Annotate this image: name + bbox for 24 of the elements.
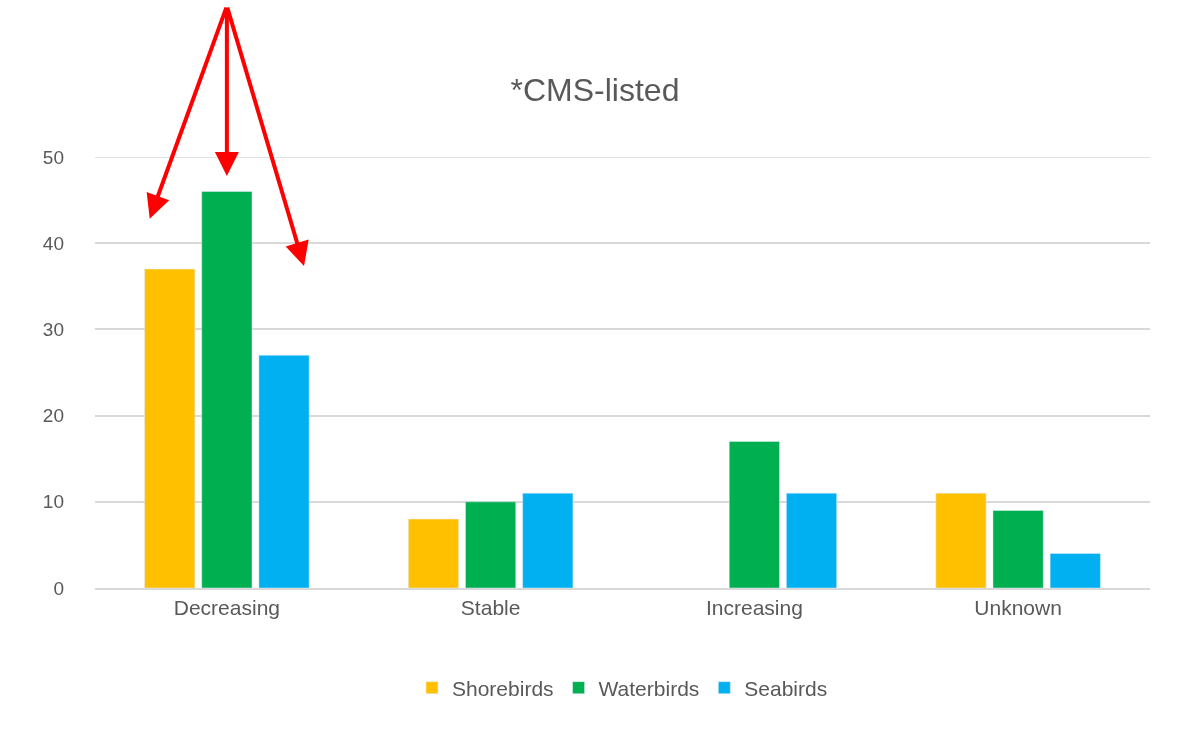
bar [728, 441, 780, 588]
bar [465, 501, 517, 588]
y-tick-label: 30 [42, 319, 64, 341]
y-tick-label: 20 [42, 405, 64, 427]
x-tick-label: Decreasing [173, 595, 280, 619]
bar [144, 268, 196, 588]
x-tick-label: Unknown [974, 595, 1062, 619]
chart-title: *CMS-listed [510, 72, 680, 109]
bar [992, 510, 1044, 588]
legend-label: Shorebirds [452, 676, 554, 700]
y-tick-label: 40 [42, 232, 64, 254]
y-tick-label: 0 [53, 577, 64, 599]
bar [935, 492, 987, 588]
bar [408, 518, 459, 588]
bar [522, 492, 574, 588]
bar [1049, 553, 1101, 588]
bar [786, 492, 837, 588]
x-tick-label: Stable [460, 595, 521, 619]
x-tick-label: Increasing [705, 595, 803, 619]
y-tick-label: 10 [42, 491, 64, 513]
bar [258, 355, 310, 588]
legend-label: Waterbirds [598, 676, 700, 700]
legend-label: Seabirds [744, 676, 828, 700]
y-tick-label: 50 [42, 146, 64, 168]
